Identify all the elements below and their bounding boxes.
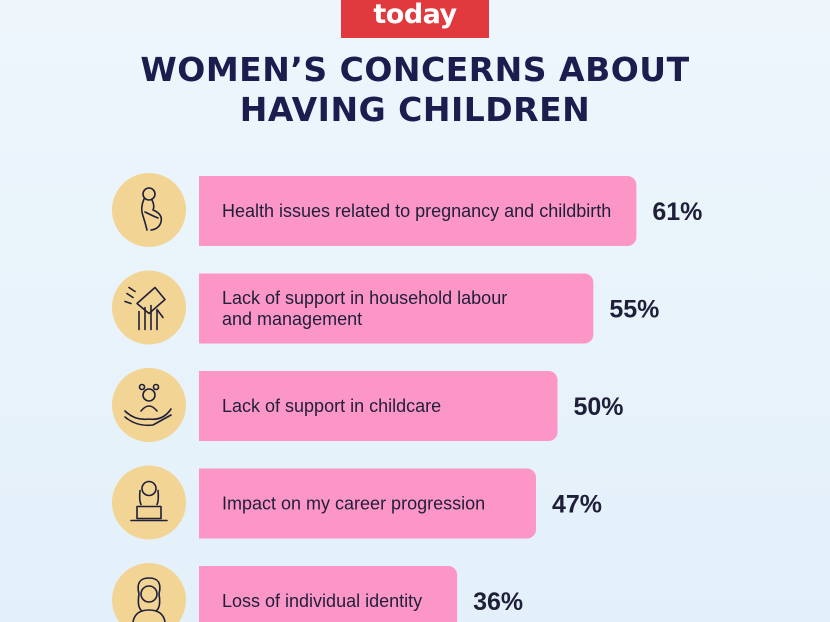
icon-badge: [112, 270, 186, 345]
bar: [199, 371, 558, 441]
woman-portrait-icon: [132, 577, 166, 622]
value-label: 61%: [652, 198, 702, 226]
icon-circle: [112, 173, 186, 247]
value-label: 50%: [574, 393, 624, 421]
bar-left-edge: [199, 468, 211, 539]
bar: [199, 468, 536, 539]
icon-badge: [112, 173, 186, 247]
icon-circle: [112, 270, 186, 345]
chart-title-line-1: WOMEN’S CONCERNS ABOUT: [140, 50, 690, 89]
category-label: Lack of support in household labour and m…: [222, 288, 507, 329]
value-label: 55%: [609, 296, 659, 324]
woman-laptop-icon: [130, 480, 168, 522]
icon-badge: [112, 368, 186, 442]
bar: [199, 176, 637, 246]
child-in-hand-icon: [124, 383, 172, 427]
value-label: 36%: [473, 588, 523, 616]
icon-circle: [112, 368, 186, 442]
bar: [199, 273, 594, 344]
icon-circle: [112, 465, 186, 540]
pregnant-woman-icon: [140, 187, 163, 231]
icon-circle: [112, 563, 186, 622]
value-label: 47%: [552, 491, 602, 519]
chart-title: WOMEN’S CONCERNS ABOUT HAVING CHILDREN: [0, 50, 830, 130]
icon-badge: [112, 465, 186, 540]
category-label: Loss of individual identity: [222, 591, 422, 611]
category-label: Lack of support in childcare: [222, 396, 441, 416]
chart-title-line-2: HAVING CHILDREN: [239, 90, 591, 129]
icon-badge: [112, 563, 186, 622]
bar-left-edge: [199, 273, 211, 344]
today-logo: today: [341, 0, 489, 38]
cleaning-hand-icon: [124, 286, 166, 331]
category-label: Impact on my career progression: [222, 494, 485, 514]
bar-left-edge: [199, 176, 211, 246]
bar-left-edge: [199, 566, 211, 622]
bar: [199, 566, 458, 622]
category-label: Health issues related to pregnancy and c…: [222, 201, 611, 221]
bar-left-edge: [199, 371, 211, 441]
